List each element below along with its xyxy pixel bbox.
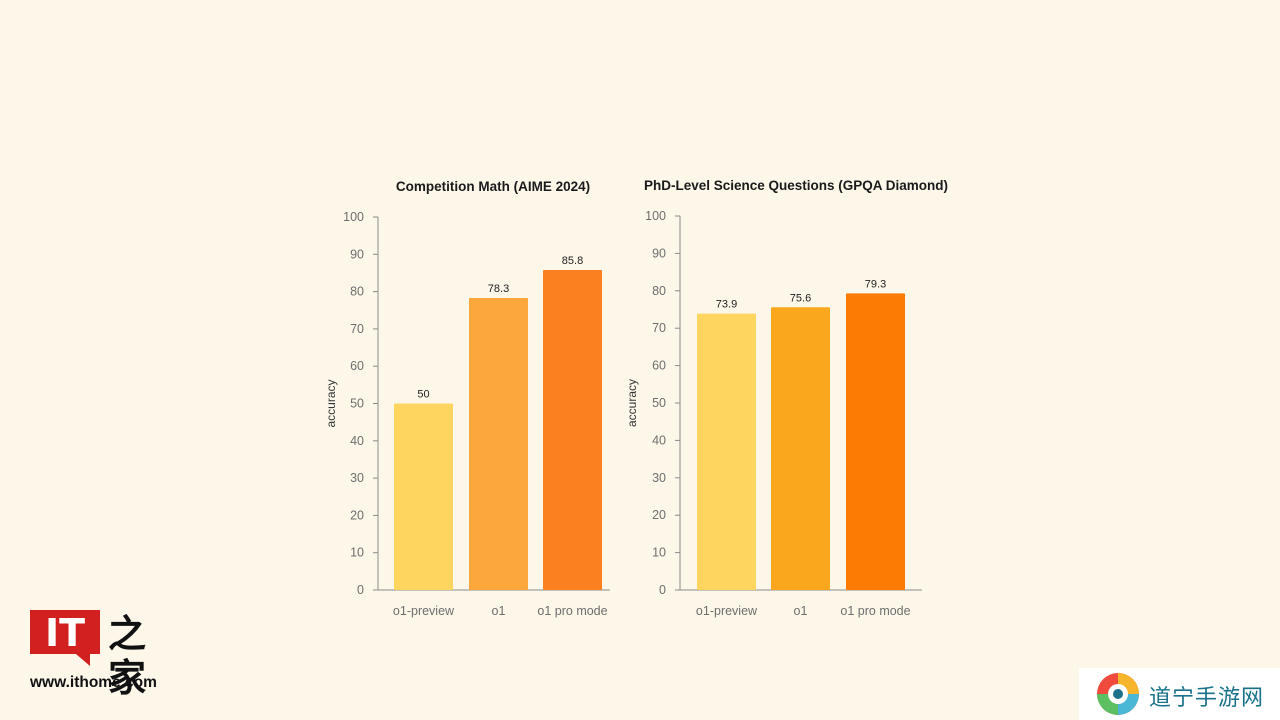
data-label: 85.8 bbox=[562, 255, 583, 267]
chart-competition-math: Competition Math (AIME 2024) 0 10 20 30 40 50 6… bbox=[310, 170, 630, 640]
bar-o1-pro-mode bbox=[543, 269, 602, 590]
y-tick-label: 10 bbox=[652, 546, 666, 560]
y-tick-label: 40 bbox=[350, 434, 364, 448]
y-tick-label: 30 bbox=[652, 471, 666, 485]
category-label: o1-preview bbox=[393, 604, 455, 618]
y-tick-label: 80 bbox=[350, 285, 364, 299]
y-tick-label: 40 bbox=[652, 433, 666, 447]
y-tick-label: 90 bbox=[350, 247, 364, 261]
data-label: 50 bbox=[417, 389, 429, 401]
chart-title: PhD-Level Science Questions (GPQA Diamon… bbox=[644, 178, 948, 193]
y-tick-label: 90 bbox=[652, 246, 666, 260]
ithome-logo-text: IT bbox=[44, 611, 86, 655]
chart-competition-math-svg: Competition Math (AIME 2024) 0 10 20 30 40 50 6… bbox=[324, 179, 610, 618]
swirl-logo-icon bbox=[1097, 673, 1139, 715]
bar-o1 bbox=[771, 307, 830, 590]
category-label: o1 bbox=[794, 604, 808, 618]
y-tick-label: 60 bbox=[652, 359, 666, 373]
data-label: 78.3 bbox=[488, 283, 509, 295]
bar-o1-pro-mode bbox=[846, 293, 905, 590]
daoning-watermark: 道宁手游网 bbox=[1079, 668, 1280, 720]
chart-title: Competition Math (AIME 2024) bbox=[396, 179, 590, 194]
y-tick-label: 70 bbox=[652, 321, 666, 335]
y-axis-title: accuracy bbox=[324, 379, 338, 427]
bar-o1 bbox=[469, 297, 528, 590]
ithome-logo-box bbox=[30, 610, 100, 654]
data-label: 73.9 bbox=[716, 299, 737, 311]
bar-o1-preview bbox=[394, 403, 453, 590]
y-tick-label: 30 bbox=[350, 471, 364, 485]
y-tick-label: 50 bbox=[350, 397, 364, 411]
y-tick-label: 10 bbox=[350, 546, 364, 560]
y-tick-label: 50 bbox=[652, 396, 666, 410]
data-label: 79.3 bbox=[865, 278, 886, 290]
y-tick-label: 100 bbox=[343, 210, 364, 224]
y-tick-label: 20 bbox=[652, 508, 666, 522]
daoning-text: 道宁手游网 bbox=[1149, 686, 1265, 711]
bar-o1-preview bbox=[697, 313, 756, 590]
ithome-logo-tail bbox=[76, 654, 90, 666]
y-tick-label: 60 bbox=[350, 359, 364, 373]
ithome-logo-glyph: 之家 bbox=[108, 612, 147, 700]
data-label: 75.6 bbox=[790, 292, 811, 304]
category-label: o1 pro mode bbox=[840, 604, 910, 618]
y-tick-label: 100 bbox=[645, 209, 666, 223]
y-tick-label: 20 bbox=[350, 508, 364, 522]
ithome-logo: IT 之家 www.ithome.com bbox=[30, 610, 180, 700]
y-tick-label: 0 bbox=[357, 583, 364, 597]
y-tick-label: 80 bbox=[652, 284, 666, 298]
category-label: o1 pro mode bbox=[537, 604, 607, 618]
y-tick-label: 70 bbox=[350, 322, 364, 336]
y-tick-label: 0 bbox=[659, 583, 666, 597]
chart-phd-science: PhD-Level Science Questions (GPQA Diamon… bbox=[610, 170, 970, 640]
category-label: o1-preview bbox=[696, 604, 758, 618]
chart-phd-science-svg: PhD-Level Science Questions (GPQA Diamon… bbox=[625, 178, 948, 618]
y-axis-title: accuracy bbox=[625, 379, 639, 427]
category-label: o1 bbox=[492, 604, 506, 618]
ithome-url: www.ithome.com bbox=[30, 674, 157, 691]
